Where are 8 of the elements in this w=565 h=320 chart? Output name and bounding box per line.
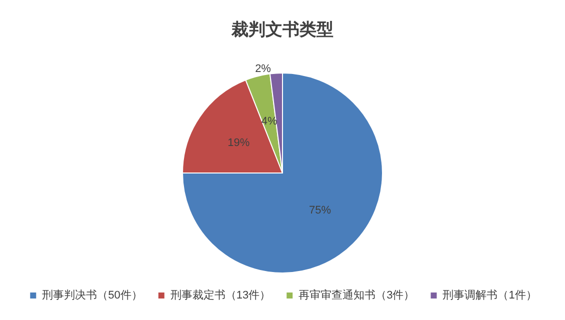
legend-label: 刑事判决书（50件） (42, 288, 142, 302)
data-label: 19% (228, 137, 250, 150)
legend-label: 刑事调解书（1件） (442, 288, 537, 302)
data-label: 2% (255, 63, 272, 76)
legend-label: 刑事裁定书（13件） (170, 288, 271, 302)
legend-label: 再审审查通知书（3件） (298, 288, 415, 302)
data-label: 75% (308, 204, 332, 216)
chart-title: 裁判文书类型 (230, 20, 334, 39)
